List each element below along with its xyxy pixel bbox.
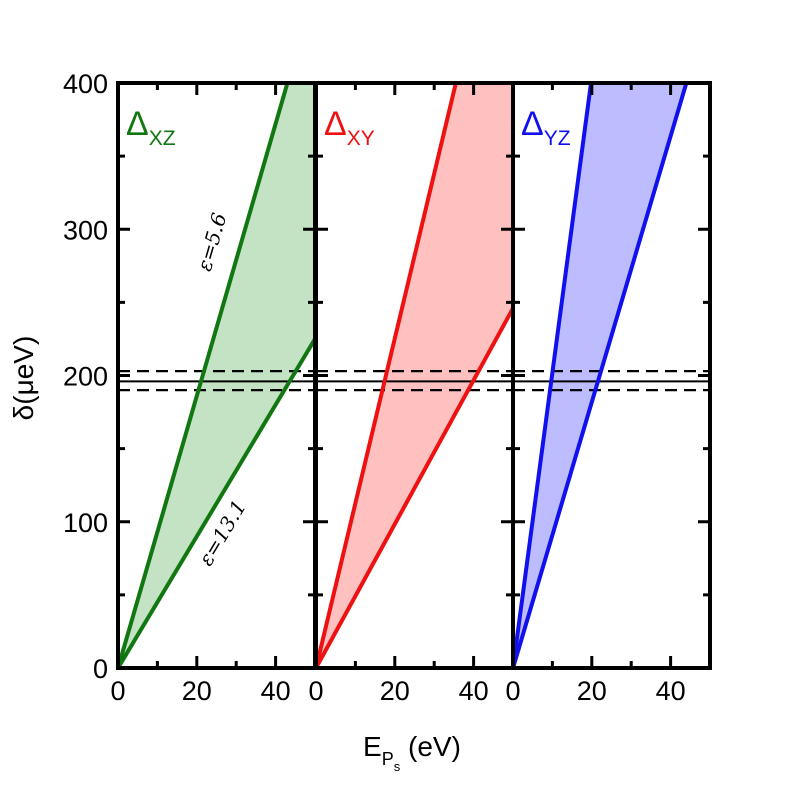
shaded-region [118,83,315,668]
panel-xy: ΔXY [314,81,515,670]
x-axis: 0 20 40 0 20 40 0 20 40 [110,676,685,706]
panel-label: ΔXZ [126,105,176,150]
series-line-upper [513,83,594,668]
x-tick-label: 40 [459,676,489,706]
panel-label-main: Δ [324,105,347,143]
x-tick-label: 20 [182,676,212,706]
shaded-region [513,83,687,668]
y-tick-label: 0 [93,654,108,684]
x-tick-label: 40 [656,676,686,706]
panel-label: ΔYZ [521,105,571,150]
panel-label-sub: XY [347,127,375,150]
x-axis-title-sub2: s [394,759,401,774]
x-tick-label: 0 [308,676,323,706]
panel-plot-area [118,83,315,668]
y-axis-title: δ(μeV) [8,336,39,421]
panel-label-main: Δ [126,105,149,143]
shaded-region [316,83,513,668]
series-line-upper [316,83,458,668]
x-tick-label: 0 [505,676,520,706]
x-tick-label: 40 [261,676,291,706]
y-tick-label: 100 [63,508,108,538]
panel-yz: ΔYZ [511,81,712,670]
panel-plot-area [513,83,710,668]
panel-label-main: Δ [521,105,544,143]
x-axis-title-main: E [363,731,382,762]
y-tick-label: 400 [63,69,108,99]
x-axis-title: EPs (eV) [363,731,461,774]
y-tick-label: 200 [63,362,108,392]
x-axis-title-sub1: P [382,749,394,769]
panel-label-sub: XZ [149,127,176,150]
series-line-lower [513,83,689,668]
panel-plot-area [316,83,513,668]
panel-label: ΔXY [324,105,375,150]
panel-label-sub: YZ [544,127,571,150]
series-line-lower [118,335,315,668]
x-axis-title-unit: (eV) [400,731,461,762]
y-axis: 0 100 200 300 400 [63,69,108,684]
x-tick-label: 20 [577,676,607,706]
annotation-0: ε=5.6 [192,210,232,274]
series-line-lower [316,304,513,668]
x-tick-label: 20 [380,676,410,706]
y-tick-label: 300 [63,215,108,245]
x-tick-label: 0 [110,676,125,706]
series-line-upper [118,83,290,668]
